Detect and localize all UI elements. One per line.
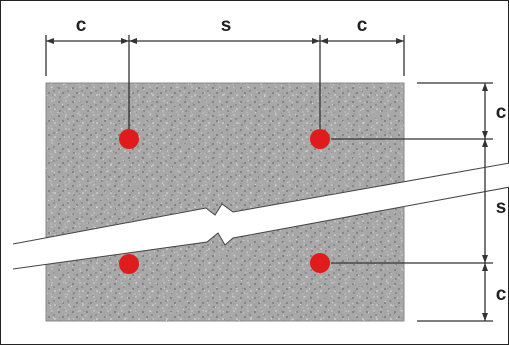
label-top-left-cover: c [76, 15, 87, 36]
rebar-bottom-right [310, 253, 330, 273]
rebar-bottom-left [119, 254, 139, 274]
rebar-top-right [310, 129, 330, 149]
label-right-bottom-cover: c [496, 284, 507, 305]
label-right-top-cover: c [496, 102, 507, 123]
rebar-top-left [119, 129, 139, 149]
label-top-right-cover: c [357, 15, 368, 36]
label-right-spacing: s [496, 197, 507, 218]
label-top-spacing: s [221, 15, 232, 36]
break-line-band [13, 163, 509, 269]
